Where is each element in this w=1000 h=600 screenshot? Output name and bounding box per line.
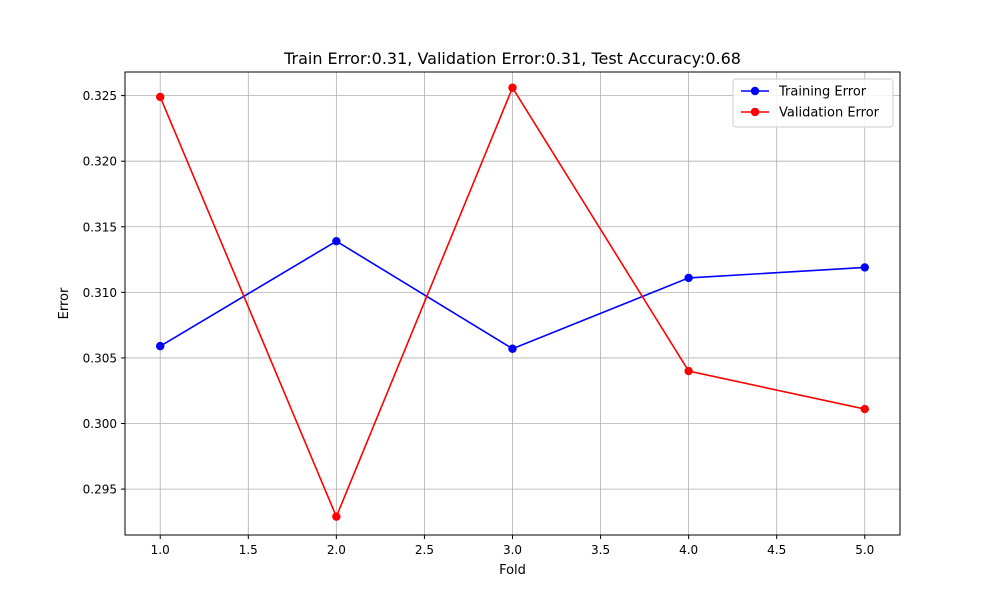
data-point xyxy=(332,512,341,521)
x-tick-label: 2.0 xyxy=(327,543,346,557)
y-tick-label: 0.305 xyxy=(83,351,117,365)
x-tick-label: 2.5 xyxy=(415,543,434,557)
data-point xyxy=(156,92,165,102)
legend: Training Error Validation Error xyxy=(732,78,894,128)
x-tick-label: 4.0 xyxy=(679,543,698,557)
data-point xyxy=(508,83,517,92)
legend-label: Validation Error xyxy=(779,106,880,121)
y-tick-label: 0.320 xyxy=(83,155,117,169)
series-validation-error xyxy=(156,83,869,521)
y-axis-label: Error xyxy=(57,287,72,319)
x-tick-label: 4.5 xyxy=(767,543,786,557)
legend-item: Training Error xyxy=(741,85,867,100)
legend-marker xyxy=(750,86,760,96)
y-tick-label: 0.310 xyxy=(83,286,117,300)
chart-title: Train Error:0.31, Validation Error:0.31,… xyxy=(283,49,741,68)
y-tick-label: 0.315 xyxy=(83,220,117,234)
data-point xyxy=(332,236,341,246)
y-tick-label: 0.300 xyxy=(83,417,117,431)
legend-box xyxy=(732,78,894,128)
x-tick-label: 5.0 xyxy=(855,543,874,557)
x-tick-label: 1.0 xyxy=(151,543,170,557)
y-tick-label: 0.325 xyxy=(83,89,117,103)
x-tick-label: 3.0 xyxy=(503,543,522,557)
x-tick-label: 1.5 xyxy=(239,543,258,557)
data-point xyxy=(156,341,165,351)
legend-label: Training Error xyxy=(778,85,867,100)
series-training-error xyxy=(156,236,869,353)
series-group xyxy=(156,83,869,521)
axis-ticks: 1.0 1.5 2.0 2.5 3.0 3.5 4.0 4.5 5.0 0.295 0.300 0.3… xyxy=(83,89,875,557)
x-tick-label: 3.5 xyxy=(591,543,610,557)
data-point xyxy=(860,404,869,414)
data-point xyxy=(684,366,693,376)
grid xyxy=(125,72,900,535)
legend-item: Validation Error xyxy=(741,106,880,121)
data-point xyxy=(508,344,517,353)
data-point xyxy=(684,273,693,283)
y-tick-label: 0.295 xyxy=(83,483,117,497)
x-axis-label: Fold xyxy=(499,563,526,578)
data-point xyxy=(860,263,869,272)
legend-marker xyxy=(750,107,760,117)
